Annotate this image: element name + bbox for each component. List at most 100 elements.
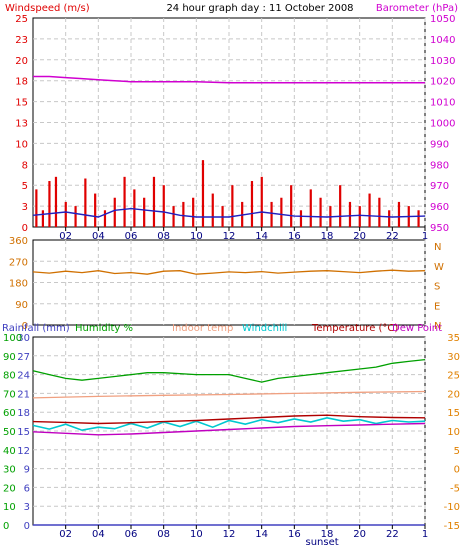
x-tick-label: 08 (157, 231, 170, 242)
windspeed-tick: 8 (22, 160, 28, 171)
windspeed-bar (201, 160, 205, 227)
windspeed-bar (358, 206, 361, 227)
windspeed-bar (299, 210, 303, 227)
direction-tick: 0 (22, 321, 28, 332)
windspeed-bar (417, 210, 420, 227)
windchill-line (32, 416, 426, 432)
humidity-tick: 0 (3, 521, 9, 532)
humidity-tick: 60 (3, 408, 16, 419)
direction-tick: 90 (15, 300, 28, 311)
windspeed-bar (172, 206, 175, 227)
windspeed-bar (35, 189, 38, 227)
compass-letter: E (434, 301, 440, 312)
humidity-line (32, 358, 426, 383)
windspeed-bar (319, 197, 322, 227)
rainfall-tick: 24 (17, 371, 30, 382)
x-tick-label: 1 (422, 529, 428, 540)
windspeed-bar (397, 201, 401, 227)
compass-letter: S (434, 282, 440, 293)
barometer-tick: 1000 (430, 119, 455, 130)
windspeed-tick: 25 (15, 14, 28, 25)
temperature-tick: 0 (454, 465, 460, 476)
temperature-tick: 20 (447, 389, 460, 400)
sunset-label: sunset (306, 537, 339, 548)
temperature-tick: 10 (447, 427, 460, 438)
windspeed-bar (260, 176, 263, 227)
x-tick-label: 12 (223, 231, 236, 242)
windspeed-bar (339, 185, 342, 227)
windspeed-axis-title: Windspeed (m/s) (5, 3, 90, 14)
windspeed-tick: 15 (15, 98, 28, 109)
windspeed-bar (182, 201, 185, 227)
windspeed-bar (133, 189, 136, 227)
legend-4: Temperature (°C) (311, 323, 398, 334)
barometer-tick: 980 (430, 160, 449, 171)
x-tick-label: 12 (223, 529, 236, 540)
x-tick-label: 14 (255, 231, 268, 242)
barometer-tick: 1050 (430, 14, 455, 25)
temperature-tick: 30 (447, 352, 460, 363)
temperature-tick: -10 (444, 502, 460, 513)
compass-letter: N (434, 242, 441, 253)
temperature-tick: -15 (444, 521, 460, 532)
windspeed-bar (280, 197, 283, 227)
windspeed-bar (123, 176, 126, 227)
barometer-tick: 970 (430, 181, 449, 192)
windspeed-bar (270, 201, 273, 227)
rainfall-tick: 6 (24, 483, 30, 494)
barometer-axis-title: Barometer (hPa) (376, 3, 458, 14)
x-tick-label: 06 (125, 231, 138, 242)
windspeed-bar (211, 193, 214, 227)
windspeed-tick: 13 (15, 119, 28, 130)
barometer-tick: 950 (430, 223, 449, 234)
windspeed-bar (84, 178, 87, 227)
compass-letter: W (434, 262, 444, 273)
windspeed-tick: 20 (15, 56, 28, 67)
windspeed-tick: 10 (15, 139, 28, 150)
temperature-tick: -5 (450, 483, 460, 494)
windspeed-bar (368, 193, 371, 227)
dew-point-line (32, 422, 426, 436)
rainfall-tick: 30 (17, 333, 30, 344)
direction-tick: 270 (9, 257, 28, 268)
windspeed-tick: 18 (15, 77, 28, 88)
x-tick-label: 16 (288, 529, 301, 540)
x-tick-label: 10 (190, 231, 203, 242)
rainfall-tick: 9 (24, 465, 30, 476)
windspeed-tick: 3 (22, 202, 28, 213)
windspeed-bar (250, 181, 254, 227)
wind-direction-line (32, 269, 426, 275)
x-tick-label: 04 (92, 231, 105, 242)
barometer-tick: 960 (430, 202, 449, 213)
avg-windspeed-line (32, 207, 426, 218)
temperature-tick: 35 (447, 333, 460, 344)
rainfall-tick: 0 (24, 521, 30, 532)
legend-5: Dew Point (392, 323, 442, 334)
windspeed-bar (113, 197, 116, 227)
windspeed-bar (192, 197, 195, 227)
rainfall-tick: 21 (17, 389, 30, 400)
humidity-tick: 50 (3, 427, 16, 438)
legend-2: Indoor temp (172, 323, 233, 334)
windspeed-bar (162, 185, 165, 227)
barometer-tick: 1010 (430, 98, 455, 109)
compass-letter: N (434, 321, 441, 332)
x-tick-label: 04 (92, 529, 105, 540)
x-tick-label: 1 (422, 231, 428, 242)
barometer-line (33, 75, 425, 84)
windspeed-bar (231, 185, 234, 227)
humidity-tick: 40 (3, 446, 16, 457)
x-tick-label: 16 (288, 231, 301, 242)
rainfall-tick: 12 (17, 446, 30, 457)
humidity-tick: 70 (3, 389, 16, 400)
windspeed-bar (290, 185, 293, 227)
x-tick-label: 20 (353, 231, 366, 242)
windspeed-bar (309, 189, 312, 227)
x-tick-label: 06 (125, 529, 138, 540)
temperature-tick: 15 (447, 408, 460, 419)
humidity-tick: 80 (3, 371, 16, 382)
rainfall-tick: 27 (17, 352, 30, 363)
x-tick-label: 20 (353, 529, 366, 540)
windspeed-bar (388, 210, 391, 227)
